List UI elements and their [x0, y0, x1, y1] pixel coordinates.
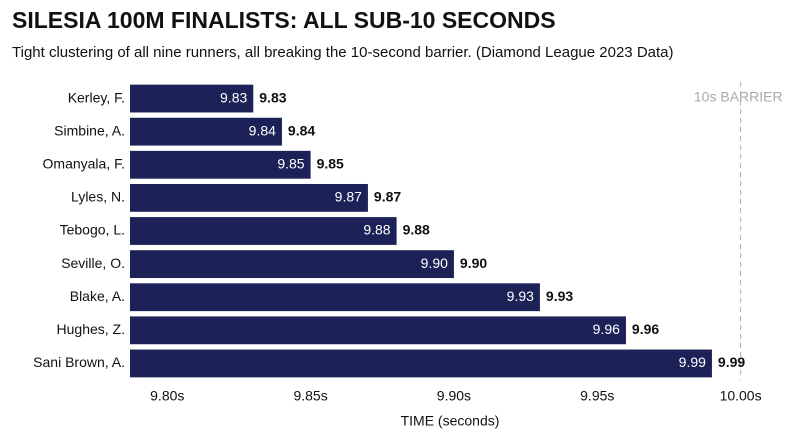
x-tick-label: 9.85s [293, 388, 327, 404]
x-tick-label: 9.90s [437, 388, 471, 404]
bar-value-label: 9.96 [632, 321, 659, 337]
bar-value-label: 9.84 [288, 122, 315, 138]
bar [130, 349, 712, 378]
bar [130, 150, 311, 179]
bar-value-label: 9.93 [546, 288, 573, 304]
y-tick-label: Blake, A. [70, 288, 125, 304]
bar-inner-label: 9.93 [507, 288, 534, 304]
bar-inner-label: 9.84 [249, 122, 276, 138]
bar-inner-label: 9.88 [363, 222, 390, 238]
bar [130, 183, 368, 212]
y-tick-label: Kerley, F. [68, 89, 125, 105]
barrier-label: 10s BARRIER [694, 89, 783, 105]
bar-value-label: 9.90 [460, 255, 487, 271]
bar-inner-label: 9.87 [335, 189, 362, 205]
bar-value-label: 9.83 [259, 89, 286, 105]
bar [130, 283, 540, 312]
chart-subtitle: Tight clustering of all nine runners, al… [12, 44, 674, 61]
x-tick-label: 9.95s [580, 388, 614, 404]
x-axis-title: TIME (seconds) [401, 413, 500, 429]
bar-inner-label: 9.83 [220, 89, 247, 105]
y-tick-label: Seville, O. [61, 255, 125, 271]
bar-inner-label: 9.99 [679, 354, 706, 370]
y-tick-label: Sani Brown, A. [33, 354, 125, 370]
x-tick-label: 10.00s [720, 388, 762, 404]
y-tick-label: Tebogo, L. [60, 222, 125, 238]
bar-inner-label: 9.85 [277, 155, 304, 171]
bar [130, 84, 254, 113]
bar-value-label: 9.87 [374, 189, 401, 205]
y-tick-label: Lyles, N. [71, 189, 125, 205]
bar-value-label: 9.99 [718, 354, 745, 370]
bar-inner-label: 9.96 [593, 321, 620, 337]
bar [130, 117, 282, 146]
bar [130, 217, 397, 245]
bar-value-label: 9.88 [403, 222, 430, 238]
bar-value-label: 9.85 [317, 155, 344, 171]
bar-inner-label: 9.90 [421, 255, 448, 271]
bar [130, 316, 626, 345]
y-tick-label: Hughes, Z. [57, 321, 125, 337]
bar [130, 250, 454, 279]
y-tick-label: Simbine, A. [54, 122, 125, 138]
x-tick-label: 9.80s [150, 388, 184, 404]
y-tick-label: Omanyala, F. [43, 155, 125, 171]
chart-title: SILESIA 100M FINALISTS: ALL SUB-10 SECON… [12, 7, 556, 33]
